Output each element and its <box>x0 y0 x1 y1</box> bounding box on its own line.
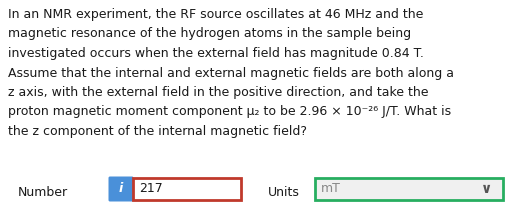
Text: proton magnetic moment component μ₂ to be 2.96 × 10⁻²⁶ J/T. What is: proton magnetic moment component μ₂ to b… <box>8 106 451 118</box>
FancyBboxPatch shape <box>315 178 503 200</box>
Text: investigated occurs when the external field has magnitude 0.84 T.: investigated occurs when the external fi… <box>8 47 424 60</box>
Text: magnetic resonance of the hydrogen atoms in the sample being: magnetic resonance of the hydrogen atoms… <box>8 28 411 41</box>
Text: Number: Number <box>18 185 68 198</box>
FancyBboxPatch shape <box>108 177 133 201</box>
Text: z axis, with the external field in the positive direction, and take the: z axis, with the external field in the p… <box>8 86 429 99</box>
Text: 217: 217 <box>139 182 162 196</box>
Text: In an NMR experiment, the RF source oscillates at 46 MHz and the: In an NMR experiment, the RF source osci… <box>8 8 424 21</box>
Text: the z component of the internal magnetic field?: the z component of the internal magnetic… <box>8 125 307 138</box>
Text: ∨: ∨ <box>481 182 493 196</box>
Text: Assume that the internal and external magnetic fields are both along a: Assume that the internal and external ma… <box>8 67 454 79</box>
Text: mT: mT <box>321 182 341 196</box>
FancyBboxPatch shape <box>133 178 241 200</box>
Text: i: i <box>119 182 123 196</box>
Text: Units: Units <box>268 185 300 198</box>
